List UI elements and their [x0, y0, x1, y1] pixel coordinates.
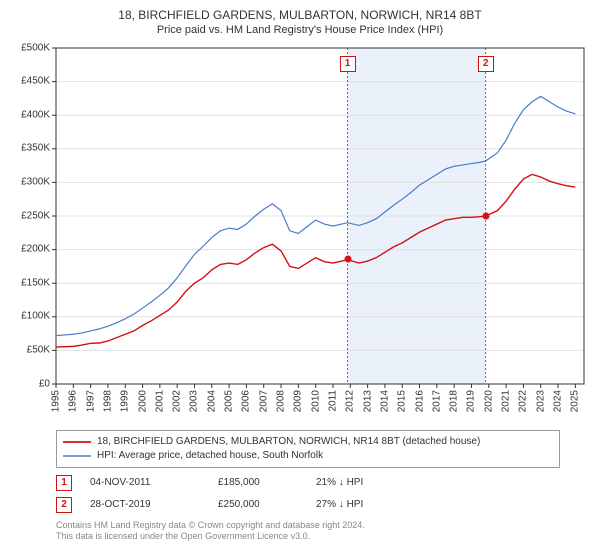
x-tick-label: 2003 [189, 390, 200, 412]
x-tick-label: 2013 [362, 390, 373, 412]
sale-marker-dot [482, 212, 489, 219]
sale-date: 04-NOV-2011 [90, 477, 200, 488]
chart-plot-area: £0 £50K £100K £150K £200K £250K £300K £350K £400… [12, 42, 588, 422]
chart-svg [12, 42, 588, 422]
sale-marker-box: 1 [340, 56, 356, 72]
x-tick-label: 1997 [85, 390, 96, 412]
x-tick-label: 2019 [466, 390, 477, 412]
x-tick-label: 2012 [345, 390, 356, 412]
sale-row: 2 28-OCT-2019 £250,000 27% ↓ HPI [56, 494, 546, 516]
y-tick-label: £500K [21, 42, 50, 53]
legend-swatch [63, 437, 91, 447]
x-tick-label: 1996 [68, 390, 79, 412]
x-tick-label: 2016 [414, 390, 425, 412]
x-tick-label: 2015 [397, 390, 408, 412]
x-tick-label: 2024 [553, 390, 564, 412]
y-tick-label: £300K [21, 176, 50, 187]
y-tick-label: £350K [21, 143, 50, 154]
x-tick-label: 2001 [154, 390, 165, 412]
x-tick-label: 2009 [293, 390, 304, 412]
sale-delta: 21% ↓ HPI [316, 477, 416, 488]
legend-label: HPI: Average price, detached house, Sout… [97, 449, 323, 463]
x-tick-label: 2022 [518, 390, 529, 412]
sale-delta: 27% ↓ HPI [316, 499, 416, 510]
x-tick-label: 2008 [276, 390, 287, 412]
credit-text: Contains HM Land Registry data © Crown c… [56, 520, 546, 543]
x-tick-label: 2007 [258, 390, 269, 412]
sale-date: 28-OCT-2019 [90, 499, 200, 510]
x-tick-label: 2011 [327, 390, 338, 412]
chart-subtitle: Price paid vs. HM Land Registry's House … [12, 24, 588, 36]
legend-swatch [63, 451, 91, 461]
y-tick-label: £50K [27, 344, 50, 355]
x-tick-label: 2005 [224, 390, 235, 412]
x-tick-label: 1995 [51, 390, 62, 412]
sale-marker-dot [344, 256, 351, 263]
sales-table: 1 04-NOV-2011 £185,000 21% ↓ HPI 2 28-OCT-201… [56, 472, 546, 516]
y-tick-label: £450K [21, 76, 50, 87]
y-tick-label: £400K [21, 109, 50, 120]
x-tick-label: 2020 [483, 390, 494, 412]
x-tick-label: 2010 [310, 390, 321, 412]
y-tick-label: £100K [21, 311, 50, 322]
y-tick-label: £0 [39, 378, 50, 389]
x-tick-label: 1998 [102, 390, 113, 412]
x-tick-label: 2021 [501, 390, 512, 412]
x-tick-label: 2025 [570, 390, 581, 412]
chart-title: 18, BIRCHFIELD GARDENS, MULBARTON, NORWI… [12, 8, 588, 24]
legend-box: 18, BIRCHFIELD GARDENS, MULBARTON, NORWI… [56, 430, 560, 468]
x-tick-label: 2000 [137, 390, 148, 412]
credit-line-2: This data is licensed under the Open Gov… [56, 531, 310, 541]
sale-marker-box: 1 [56, 475, 72, 491]
legend-label: 18, BIRCHFIELD GARDENS, MULBARTON, NORWI… [97, 435, 480, 449]
footer-block: 1 04-NOV-2011 £185,000 21% ↓ HPI 2 28-OCT-201… [56, 472, 546, 543]
legend-row: HPI: Average price, detached house, Sout… [63, 449, 553, 463]
sale-row: 1 04-NOV-2011 £185,000 21% ↓ HPI [56, 472, 546, 494]
x-tick-label: 2014 [379, 390, 390, 412]
x-tick-label: 2018 [449, 390, 460, 412]
x-tick-label: 2023 [535, 390, 546, 412]
x-tick-label: 2002 [172, 390, 183, 412]
sale-marker-box: 2 [56, 497, 72, 513]
x-tick-label: 2004 [206, 390, 217, 412]
sale-marker-box: 2 [478, 56, 494, 72]
sale-price: £185,000 [218, 477, 298, 488]
legend-row: 18, BIRCHFIELD GARDENS, MULBARTON, NORWI… [63, 435, 553, 449]
y-tick-label: £150K [21, 277, 50, 288]
x-tick-label: 2017 [431, 390, 442, 412]
y-tick-label: £200K [21, 244, 50, 255]
y-tick-label: £250K [21, 210, 50, 221]
x-tick-label: 2006 [241, 390, 252, 412]
sale-price: £250,000 [218, 499, 298, 510]
x-tick-label: 1999 [120, 390, 131, 412]
credit-line-1: Contains HM Land Registry data © Crown c… [56, 520, 365, 530]
